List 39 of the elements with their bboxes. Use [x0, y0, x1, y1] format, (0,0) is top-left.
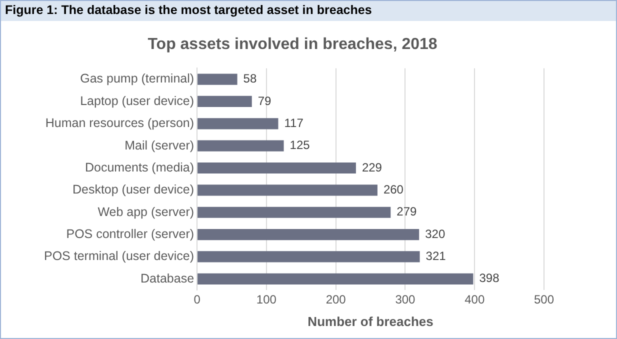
y-tick-label: Documents (media): [84, 160, 194, 174]
y-tick-label: Web app (server): [98, 204, 194, 219]
y-tick-label: Gas pump (terminal): [80, 72, 194, 86]
data-label: 125: [290, 138, 310, 152]
data-label: 320: [425, 226, 446, 241]
x-tick-label: 300: [395, 292, 416, 307]
y-tick-label: Mail (server): [124, 138, 194, 152]
chart-title: Top assets involved in breaches, 2018: [148, 36, 438, 54]
bar: [198, 229, 420, 240]
y-tick-label: Laptop (user device): [80, 94, 194, 108]
data-label: 79: [258, 94, 272, 108]
x-tick-label: 100: [256, 292, 277, 307]
data-label: 229: [362, 160, 382, 174]
bar: [198, 206, 391, 218]
x-tick-label: 400: [464, 292, 485, 307]
data-label: 260: [383, 182, 404, 197]
data-label: 321: [426, 249, 446, 264]
bar: [198, 273, 474, 284]
data-label: 117: [284, 116, 304, 130]
x-axis-title: Number of breaches: [308, 314, 434, 329]
bar: [198, 118, 278, 130]
bar: [198, 251, 420, 262]
y-tick-label: POS controller (server): [66, 227, 194, 242]
bar: [198, 184, 378, 196]
caption: Figure 1: The database is the most targeted asset in breaches: [1, 1, 616, 21]
y-tick-label: Database: [140, 271, 194, 286]
y-tick-label: POS terminal (user device): [44, 249, 194, 264]
data-label: 398: [479, 271, 500, 286]
x-tick-label: 0: [194, 292, 201, 307]
x-tick-label: 500: [534, 292, 554, 307]
y-tick-label: Desktop (user device): [72, 182, 194, 197]
y-tick-label: Human resources (person): [45, 116, 194, 130]
x-tick-label: 200: [326, 292, 346, 307]
bar: [198, 74, 238, 85]
bar: [198, 96, 252, 108]
bar: [198, 162, 356, 174]
bar: [198, 140, 284, 152]
data-label: 279: [396, 204, 417, 219]
data-label: 58: [243, 72, 257, 86]
